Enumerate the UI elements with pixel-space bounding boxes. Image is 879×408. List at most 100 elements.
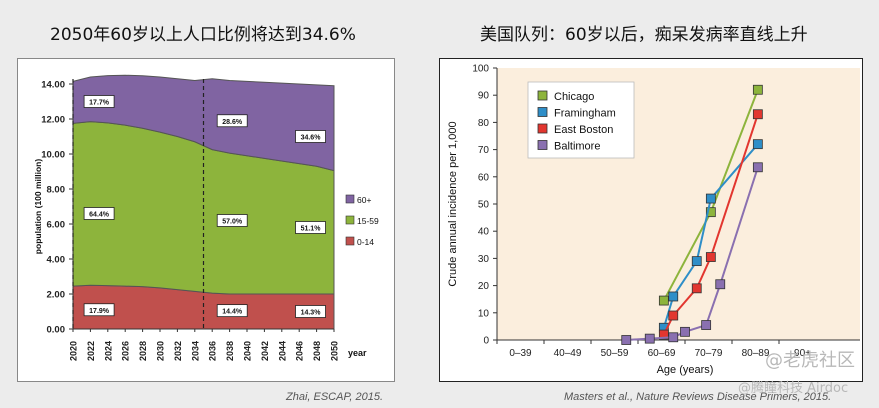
- data-point-baltimore: [680, 326, 690, 337]
- annotation-label: 28.6%: [222, 119, 243, 126]
- y-tick-label: 90: [478, 91, 490, 102]
- annotation-label: 17.7%: [89, 100, 110, 107]
- annotation-label: 64.4%: [89, 212, 110, 219]
- x-tick-label: 50–59: [601, 348, 629, 359]
- y-tick-label: 4.00: [47, 255, 66, 266]
- y-tick-label: 2.00: [47, 290, 66, 301]
- population-chart-panel: 0.00 2.00 4.00 6.00 8.00 10.00 12.00 14.00 popul…: [17, 58, 395, 382]
- x-tick-label: 2038: [225, 341, 235, 361]
- annotation-callout: 17.9%: [83, 303, 115, 317]
- y-tick-label: 12.00: [41, 115, 65, 126]
- annotation-callout: 14.3%: [295, 305, 326, 318]
- x-axis-title: year: [348, 348, 367, 358]
- x-tick-label: 2028: [138, 341, 148, 361]
- annotation-label: 14.3%: [301, 310, 322, 317]
- data-point-east-boston: [658, 329, 669, 340]
- annotation-label: 51.1%: [301, 226, 322, 233]
- data-point-baltimore: [701, 320, 712, 330]
- annotation-box: [216, 114, 248, 128]
- annotation-callout: 17.7%: [83, 95, 115, 108]
- right-chart-title: 美国队列：60岁以后，痴呆发病率直线上升: [480, 25, 808, 45]
- y-tick-label: 6.00: [47, 220, 66, 231]
- y-tick-label: 14.00: [41, 80, 65, 91]
- y-tick-label: 60: [478, 172, 490, 183]
- x-tick-label: 2032: [173, 341, 183, 361]
- watermark-top: @老虎社区: [765, 350, 855, 371]
- annotation-box: [216, 214, 248, 227]
- x-tick-label: 2036: [208, 341, 218, 361]
- data-point-framingham: [752, 139, 763, 150]
- incidence-chart-panel: 0 10 20 30 40 50 60 70 80 90 100 Crude annual incid…: [439, 58, 863, 382]
- annotation-box: [295, 130, 326, 143]
- y-tick-label: 30: [478, 254, 490, 265]
- annotation-callout: 51.1%: [295, 221, 326, 234]
- annotation-box: [216, 304, 248, 318]
- x-tick-label: 2042: [260, 341, 270, 361]
- annotation-callout: 14.4%: [216, 304, 248, 318]
- legend-label-baltimore: Baltimore: [554, 141, 600, 153]
- legend-label-0-14: 0-14: [357, 237, 374, 247]
- data-point-baltimore: [644, 333, 655, 344]
- annotation-box: [295, 305, 326, 318]
- legend-swatch-east-boston: [537, 123, 548, 134]
- x-tick-label: 2040: [243, 341, 253, 361]
- annotation-callout: 34.6%: [295, 130, 326, 143]
- x-tick-label: 2034: [190, 341, 200, 361]
- x-tick-label: 70–79: [695, 348, 723, 359]
- annotation-callout: 28.6%: [216, 114, 248, 128]
- x-axis-title: Age (years): [657, 364, 714, 376]
- annotation-box: [295, 221, 326, 234]
- annotation-label: 14.4%: [222, 309, 243, 316]
- x-tick-label: 2020: [69, 341, 79, 361]
- legend-swatch-15-59: [345, 215, 355, 225]
- x-tick-label: 40–49: [554, 348, 582, 359]
- legend-swatch-60-plus: [345, 194, 355, 204]
- data-point-baltimore: [715, 279, 726, 290]
- right-source-caption: Masters et al., Nature Reviews Disease P…: [564, 391, 832, 403]
- y-tick-label: 70: [478, 145, 490, 156]
- y-tick-label: 0.00: [47, 325, 66, 336]
- incidence-line-chart: 0 10 20 30 40 50 60 70 80 90 100 Crude annual incid…: [447, 64, 860, 376]
- x-tick-label: 2030: [156, 341, 166, 361]
- x-tick-label: 90+: [794, 348, 811, 359]
- legend-label-60-plus: 60+: [357, 195, 371, 205]
- x-tick-label: 2044: [277, 341, 287, 361]
- data-point-chicago: [658, 295, 669, 306]
- data-point-baltimore: [668, 332, 679, 343]
- y-tick-label: 0: [483, 336, 489, 347]
- x-tick-label: 2022: [86, 341, 96, 361]
- legend-swatch-framingham: [537, 107, 548, 117]
- annotation-box: [83, 95, 115, 108]
- y-tick-label: 10: [478, 308, 490, 319]
- legend-label-15-59: 15-59: [357, 216, 379, 226]
- annotation-callout: 57.0%: [216, 214, 248, 227]
- legend: Chicago Framingham East Boston Baltimore: [527, 81, 635, 159]
- y-tick-label: 50: [478, 200, 490, 211]
- annotation-callout: 64.4%: [83, 207, 115, 220]
- x-tick-label: 2026: [121, 341, 131, 361]
- data-point-chicago: [752, 84, 763, 95]
- data-point-framingham: [691, 256, 702, 267]
- x-tick-label: 2046: [295, 341, 305, 361]
- y-tick-label: 80: [478, 118, 490, 129]
- watermark-bottom: @腾瞳科技 Airdoc: [738, 381, 849, 396]
- legend-label-east-boston: East Boston: [554, 124, 613, 136]
- legend-swatch-0-14: [345, 236, 355, 246]
- annotation-box: [83, 207, 115, 220]
- legend-label-framingham: Framingham: [554, 108, 616, 120]
- x-tick-label: 0–39: [509, 348, 532, 359]
- x-tick-label: 60–69: [648, 348, 676, 359]
- left-source-caption: Zhai, ESCAP, 2015.: [286, 391, 384, 403]
- annotation-box: [83, 303, 115, 317]
- legend-swatch-chicago: [537, 90, 548, 101]
- y-tick-label: 10.00: [41, 150, 65, 161]
- x-tick-label: 2048: [312, 341, 322, 361]
- x-tick-label: 80–89: [742, 348, 770, 359]
- x-tick-label: 2024: [103, 341, 113, 361]
- data-point-baltimore: [621, 335, 632, 345]
- data-point-east-boston: [705, 252, 716, 262]
- data-point-east-boston: [752, 109, 763, 120]
- legend-swatch-baltimore: [537, 140, 548, 150]
- left-chart-title: 2050年60岁以上人口比例将达到34.6%: [50, 25, 356, 45]
- population-area-chart: 0.00 2.00 4.00 6.00 8.00 10.00 12.00 14.00 popul…: [33, 74, 379, 361]
